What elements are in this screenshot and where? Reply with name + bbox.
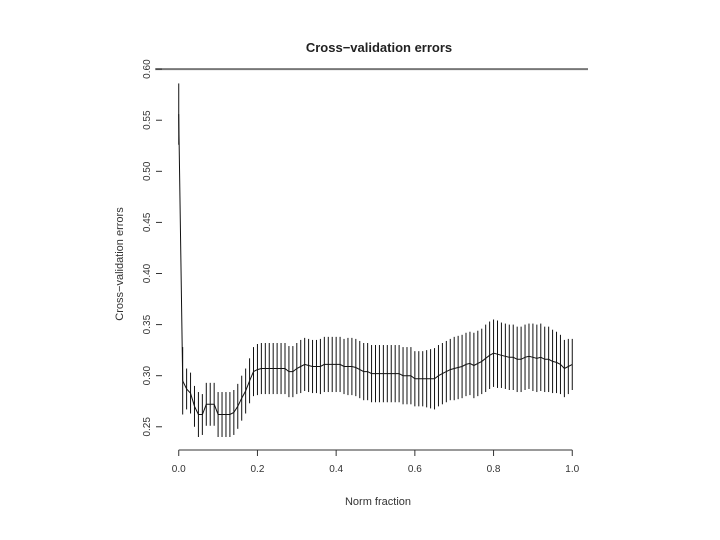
error-bars-layer [178,83,573,437]
x-tick-label: 0.2 [250,464,264,475]
x-tick-label: 1.0 [565,464,579,475]
y-tick-label: 0.60 [142,59,153,79]
y-tick-label: 0.25 [142,417,153,437]
y-axis: 0.25 0.30 0.35 0.40 0.45 0.50 0.55 0.60 [142,59,162,437]
x-tick-label: 0.6 [408,464,422,475]
cv-error-line [178,114,573,415]
cv-line-layer [178,114,573,415]
y-tick-label: 0.50 [142,161,153,181]
chart-title: Cross−validation errors [306,40,452,55]
y-tick-label: 0.40 [142,263,153,283]
y-tick-label: 0.30 [142,366,153,386]
x-tick-label: 0.8 [487,464,501,475]
y-tick-label: 0.55 [142,110,153,130]
y-axis-label: Cross−validation errors [114,207,126,321]
y-tick-label: 0.45 [142,212,153,232]
x-tick-label: 0.0 [172,464,186,475]
x-axis-label: Norm fraction [345,496,411,508]
y-tick-label: 0.35 [142,314,153,334]
x-axis: 0.0 0.2 0.4 0.6 0.8 1.0 [172,449,580,475]
x-tick-label: 0.4 [329,464,343,475]
